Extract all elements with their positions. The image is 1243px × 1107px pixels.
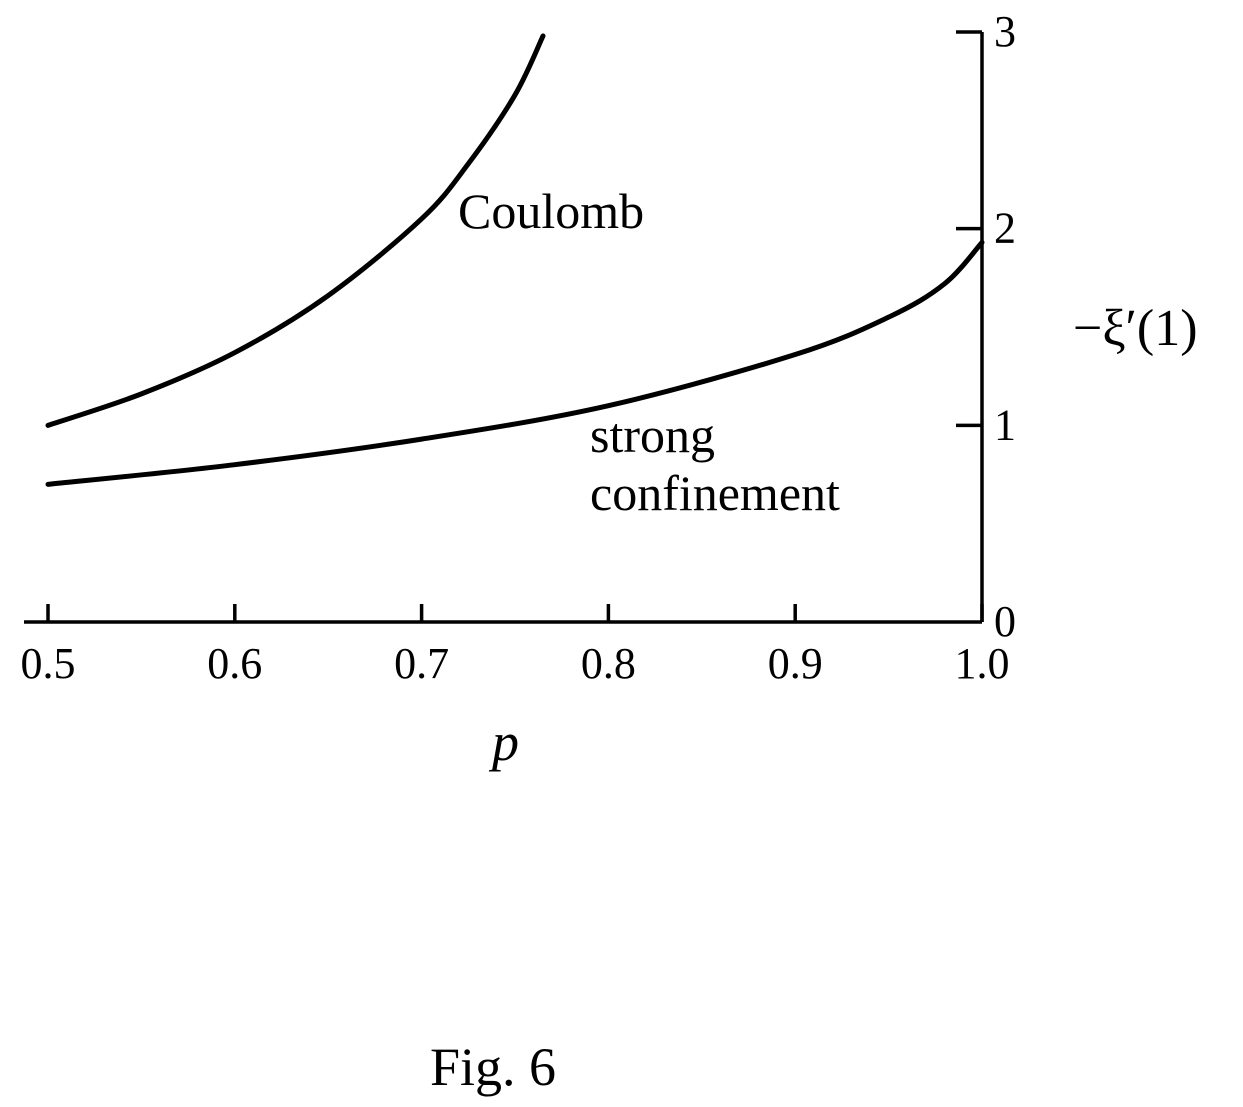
x-tick-label: 1.0 xyxy=(955,639,1010,688)
annotation-confinement: confinement xyxy=(590,465,840,521)
x-tick-label: 0.7 xyxy=(394,639,449,688)
y-axis-ticks: 0 1 2 3 xyxy=(956,7,1016,646)
y-tick-label: 1 xyxy=(994,400,1016,449)
series-line-strong-confinement xyxy=(45,239,985,487)
annotation-strong: strong xyxy=(590,407,715,463)
figure-caption: Fig. 6 xyxy=(430,1037,556,1097)
x-tick-label: 0.5 xyxy=(21,639,76,688)
x-axis-ticks: 0.5 0.6 0.7 0.8 0.9 1.0 xyxy=(21,604,1010,688)
y-tick-label: 2 xyxy=(994,204,1016,253)
series-line-coulomb xyxy=(45,33,546,428)
y-tick-label: 0 xyxy=(994,597,1016,646)
x-tick-label: 0.6 xyxy=(207,639,262,688)
y-tick-label: 3 xyxy=(994,7,1016,56)
annotation-coulomb: Coulomb xyxy=(458,183,644,239)
y-axis-label: −ξ′(1) xyxy=(1073,300,1198,357)
x-tick-label: 0.8 xyxy=(581,639,636,688)
x-axis-label: p xyxy=(488,712,519,772)
x-tick-label: 0.9 xyxy=(768,639,823,688)
plot-area xyxy=(24,32,985,624)
